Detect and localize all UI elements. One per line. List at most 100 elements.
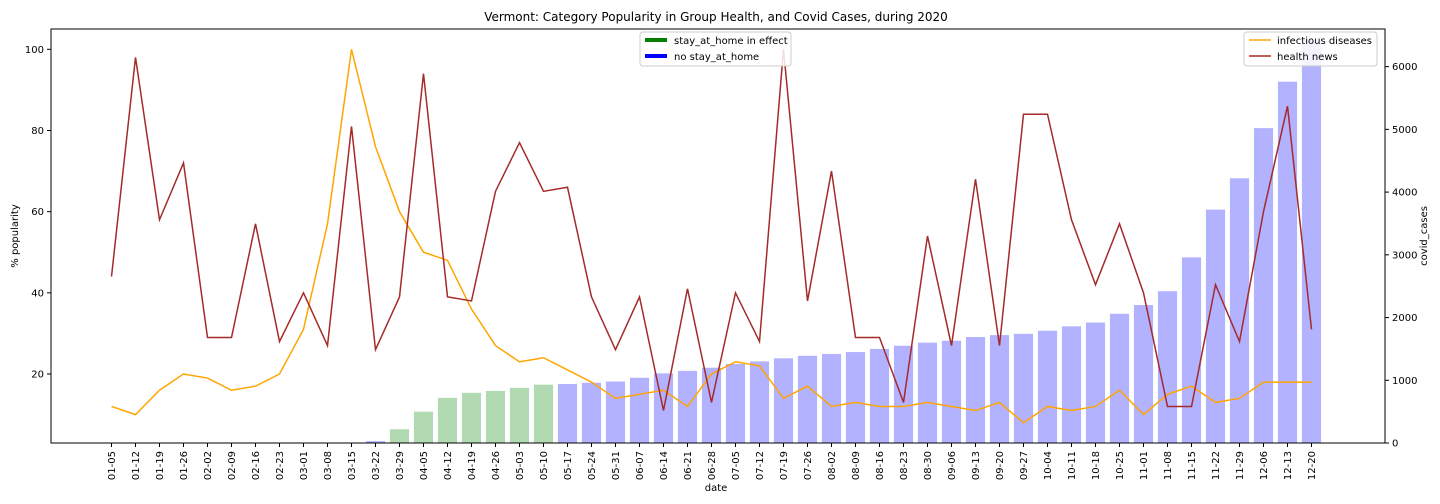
bar-covid-cases	[581, 382, 602, 443]
bar-covid-cases	[1061, 326, 1082, 443]
legend-health-label: health news	[1277, 52, 1338, 63]
bar-covid-cases	[749, 361, 770, 443]
x-tick-label: 10-04	[1043, 451, 1054, 480]
y-left-tick-label: 20	[31, 370, 44, 381]
x-tick-label: 10-25	[1115, 451, 1126, 480]
series-line-infectious-diseases	[111, 49, 1312, 424]
x-tick-label: 02-16	[251, 451, 262, 480]
x-tick-label: 06-21	[683, 451, 694, 480]
x-tick-label: 09-20	[995, 451, 1006, 480]
bar-covid-cases	[797, 355, 818, 443]
legend-right-frame	[1243, 31, 1378, 67]
x-tick-label: 07-12	[755, 451, 766, 480]
legend-center-frame	[639, 31, 792, 67]
y-left-tick-label: 80	[31, 126, 44, 137]
x-tick-label: 02-23	[275, 451, 286, 480]
x-tick-label: 04-12	[443, 451, 454, 480]
x-tick-label: 05-03	[515, 451, 526, 480]
x-tick-label: 10-11	[1067, 451, 1078, 480]
bar-covid-cases	[1229, 178, 1250, 444]
x-tick-label: 12-20	[1307, 451, 1318, 480]
x-axis: 01-05 01-12 01-19 01-26 02-02 02-09 02-16 02-23…	[107, 443, 1318, 480]
x-tick-label: 08-09	[851, 451, 862, 480]
bar-covid-cases	[533, 384, 554, 443]
x-tick-label: 10-18	[1091, 451, 1102, 480]
y-right-tick-label: 5000	[1392, 125, 1417, 136]
bar-covid-cases	[437, 397, 458, 443]
y-right-tick-label: 3000	[1392, 250, 1417, 261]
x-tick-label: 03-08	[323, 451, 334, 480]
x-tick-label: 11-15	[1187, 451, 1198, 480]
series-line-health-news	[110, 49, 1313, 411]
bar-covid-cases	[701, 367, 722, 443]
bar-covid-cases	[1085, 322, 1106, 443]
x-tick-label: 12-13	[1283, 451, 1294, 480]
x-tick-label: 11-08	[1163, 451, 1174, 480]
bar-covid-cases	[1253, 128, 1274, 444]
x-tick-label: 09-27	[1019, 451, 1030, 480]
x-tick-label: 07-19	[779, 451, 790, 480]
y-axis-right-label: covid_cases	[1419, 206, 1430, 266]
right-axis: 0 1000 2000 3000 4000 5000 6000	[1385, 62, 1417, 450]
bar-covid-cases	[869, 348, 890, 443]
bar-covid-cases	[629, 377, 650, 443]
bar-covid-cases	[1157, 291, 1178, 443]
bar-covid-cases	[1037, 330, 1058, 443]
chart-title: Vermont: Category Popularity in Group He…	[484, 10, 948, 24]
bars-layer	[365, 40, 1322, 444]
bar-covid-cases	[605, 381, 626, 443]
x-tick-label: 06-14	[659, 451, 670, 480]
x-tick-label: 01-26	[179, 451, 190, 480]
x-tick-label: 05-24	[587, 451, 598, 480]
left-axis: 20 40 60 80 100	[25, 45, 51, 381]
bar-covid-cases	[1013, 333, 1034, 443]
x-tick-label: 05-10	[539, 451, 550, 480]
x-tick-label: 05-31	[611, 451, 622, 480]
x-tick-label: 11-01	[1139, 451, 1150, 480]
x-tick-label: 01-05	[107, 451, 118, 480]
bar-covid-cases	[989, 335, 1010, 443]
y-right-tick-label: 0	[1392, 439, 1398, 450]
x-tick-label: 03-15	[347, 451, 358, 480]
x-tick-label: 03-29	[395, 451, 406, 480]
legend-nostay-label: no stay_at_home	[674, 52, 759, 63]
x-tick-label: 03-01	[299, 451, 310, 480]
legend-stay-at-home: stay_at_home in effect no stay_at_home	[639, 31, 792, 67]
legend-infectious-label: infectious diseases	[1277, 36, 1372, 47]
x-tick-label: 09-13	[971, 451, 982, 480]
bar-covid-cases	[725, 363, 746, 443]
bar-covid-cases	[1109, 313, 1130, 443]
x-tick-label: 11-22	[1211, 451, 1222, 480]
bar-covid-cases	[461, 392, 482, 443]
x-tick-label: 08-23	[899, 451, 910, 480]
x-tick-label: 01-19	[155, 451, 166, 480]
bar-covid-cases	[1181, 257, 1202, 443]
x-tick-label: 05-17	[563, 451, 574, 480]
y-left-tick-label: 100	[25, 45, 44, 56]
plot-frame	[50, 28, 1386, 444]
bar-covid-cases	[509, 387, 530, 443]
x-tick-label: 04-26	[491, 451, 502, 480]
x-tick-label: 11-29	[1235, 451, 1246, 480]
x-tick-label: 03-22	[371, 451, 382, 480]
bar-covid-cases	[845, 352, 866, 443]
y-right-tick-label: 2000	[1392, 313, 1417, 324]
bar-covid-cases	[557, 384, 578, 443]
bar-covid-cases	[1205, 209, 1226, 443]
x-tick-label: 06-07	[635, 451, 646, 480]
bar-covid-cases	[1277, 81, 1298, 443]
x-tick-label: 07-05	[731, 451, 742, 480]
x-tick-label: 08-02	[827, 451, 838, 480]
x-tick-label: 01-12	[131, 451, 142, 480]
y-axis-left-label: % popularity	[10, 204, 21, 268]
bar-covid-cases	[773, 358, 794, 443]
x-tick-label: 07-26	[803, 451, 814, 480]
x-tick-label: 08-16	[875, 451, 886, 480]
y-left-tick-label: 40	[31, 288, 44, 299]
bar-covid-cases	[389, 429, 410, 443]
bar-covid-cases	[965, 336, 986, 443]
bar-covid-cases	[821, 353, 842, 443]
bar-covid-cases	[1301, 40, 1322, 443]
bar-covid-cases	[941, 340, 962, 443]
